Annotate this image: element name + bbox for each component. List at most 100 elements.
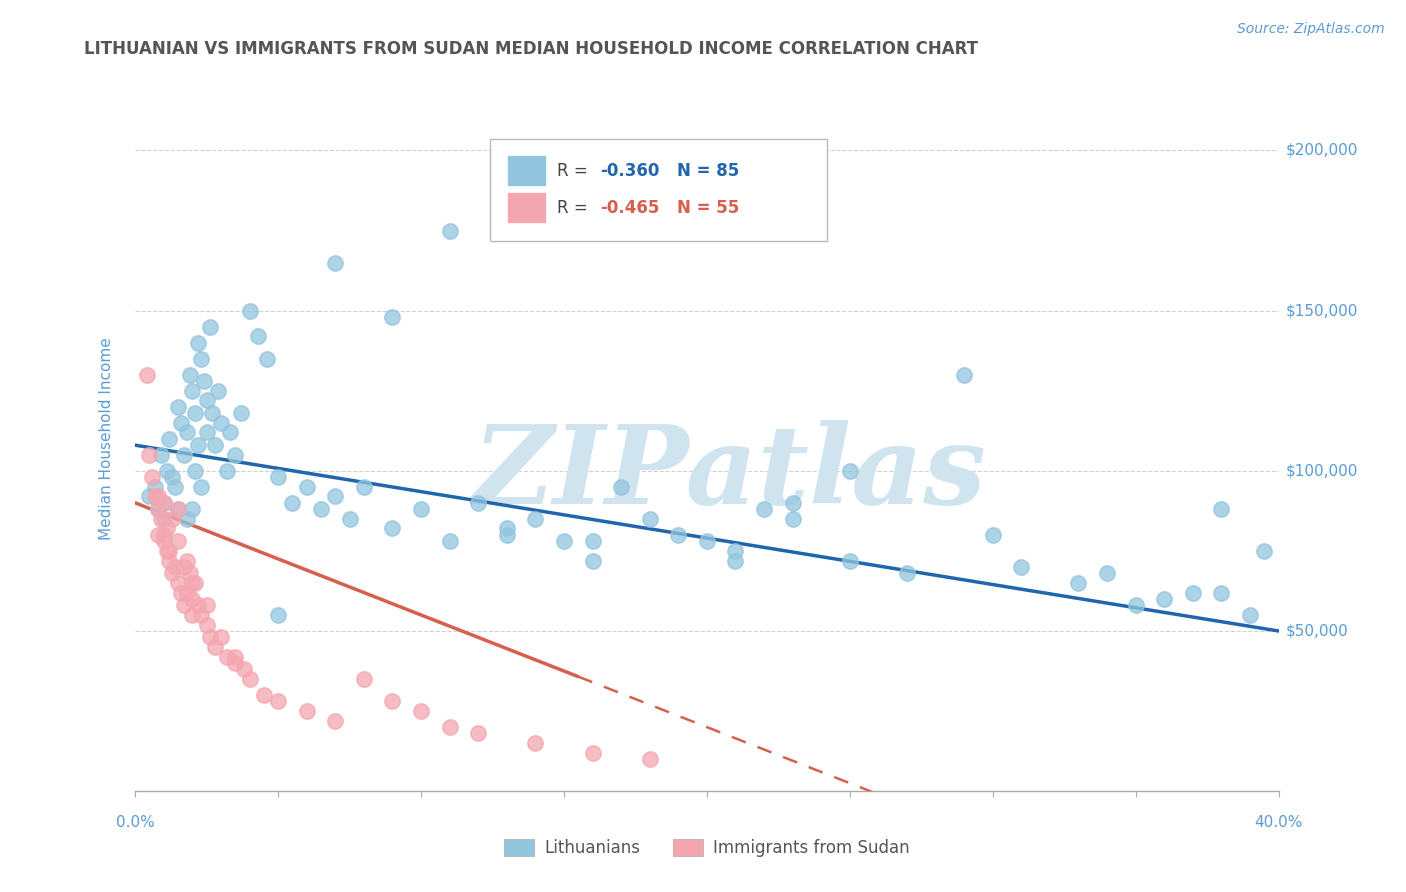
Point: [553, 534, 575, 549]
Point: [167, 502, 190, 516]
Point: [152, 496, 174, 510]
Point: [782, 512, 804, 526]
Point: [184, 464, 207, 478]
Point: [696, 534, 718, 549]
Point: [224, 649, 246, 664]
Point: [204, 640, 226, 654]
Point: [152, 496, 174, 510]
Point: [439, 720, 461, 734]
Text: $200,000: $200,000: [1285, 143, 1358, 158]
Point: [156, 521, 179, 535]
Point: [610, 480, 633, 494]
Point: [190, 607, 212, 622]
Point: [218, 425, 240, 440]
Point: [267, 607, 290, 622]
Point: [323, 255, 346, 269]
Y-axis label: Median Household Income: Median Household Income: [100, 337, 114, 541]
Point: [981, 528, 1004, 542]
Point: [581, 746, 603, 760]
Point: [524, 736, 547, 750]
Text: $100,000: $100,000: [1285, 463, 1358, 478]
FancyBboxPatch shape: [506, 155, 546, 186]
Point: [1239, 607, 1261, 622]
Point: [224, 448, 246, 462]
Point: [409, 704, 432, 718]
Point: [152, 512, 174, 526]
Point: [1153, 591, 1175, 606]
Point: [156, 544, 179, 558]
Point: [1095, 566, 1118, 581]
Point: [135, 368, 157, 382]
Point: [173, 560, 195, 574]
Point: [309, 502, 332, 516]
FancyBboxPatch shape: [506, 192, 546, 223]
Point: [159, 544, 181, 558]
Point: [1125, 599, 1147, 613]
Point: [524, 512, 547, 526]
Point: [187, 335, 209, 350]
Point: [323, 714, 346, 728]
Legend: Lithuanians, Immigrants from Sudan: Lithuanians, Immigrants from Sudan: [498, 832, 917, 863]
Point: [782, 496, 804, 510]
Point: [187, 438, 209, 452]
Text: 40.0%: 40.0%: [1254, 815, 1303, 830]
Text: LITHUANIAN VS IMMIGRANTS FROM SUDAN MEDIAN HOUSEHOLD INCOME CORRELATION CHART: LITHUANIAN VS IMMIGRANTS FROM SUDAN MEDI…: [84, 40, 979, 58]
Point: [146, 502, 169, 516]
Point: [198, 631, 221, 645]
Point: [149, 512, 172, 526]
Text: $150,000: $150,000: [1285, 303, 1358, 318]
Point: [167, 502, 190, 516]
Point: [201, 406, 224, 420]
Point: [381, 694, 404, 708]
Point: [204, 438, 226, 452]
Point: [159, 553, 181, 567]
Point: [176, 425, 198, 440]
Point: [209, 416, 232, 430]
Point: [207, 384, 229, 398]
Point: [381, 521, 404, 535]
Point: [1211, 585, 1233, 599]
Point: [184, 576, 207, 591]
Point: [267, 694, 290, 708]
Point: [181, 591, 204, 606]
Point: [232, 662, 254, 676]
FancyBboxPatch shape: [489, 139, 827, 242]
Text: N = 85: N = 85: [678, 162, 740, 180]
Point: [195, 617, 218, 632]
Point: [179, 368, 201, 382]
Text: R =: R =: [557, 199, 593, 217]
Point: [181, 576, 204, 591]
Point: [146, 502, 169, 516]
Point: [146, 490, 169, 504]
Text: Source: ZipAtlas.com: Source: ZipAtlas.com: [1237, 22, 1385, 37]
Point: [439, 223, 461, 237]
Point: [162, 566, 184, 581]
Text: ZIPatlas: ZIPatlas: [472, 420, 987, 528]
Point: [173, 599, 195, 613]
Point: [295, 480, 318, 494]
Point: [209, 631, 232, 645]
Point: [295, 704, 318, 718]
Point: [167, 534, 190, 549]
Point: [176, 585, 198, 599]
Point: [165, 560, 187, 574]
Text: R =: R =: [557, 162, 593, 180]
Point: [215, 464, 238, 478]
Point: [152, 528, 174, 542]
Point: [229, 406, 252, 420]
Point: [162, 470, 184, 484]
Point: [190, 480, 212, 494]
Point: [149, 448, 172, 462]
Point: [181, 607, 204, 622]
Point: [141, 470, 163, 484]
Point: [409, 502, 432, 516]
Point: [666, 528, 689, 542]
Point: [195, 393, 218, 408]
Point: [267, 470, 290, 484]
Point: [215, 649, 238, 664]
Point: [143, 480, 166, 494]
Point: [953, 368, 976, 382]
Point: [238, 303, 260, 318]
Point: [724, 553, 747, 567]
Point: [167, 576, 190, 591]
